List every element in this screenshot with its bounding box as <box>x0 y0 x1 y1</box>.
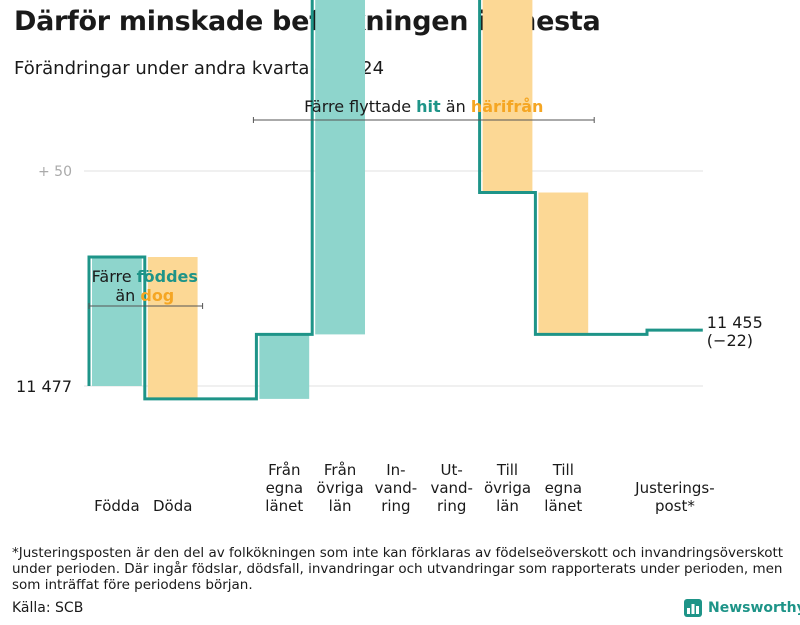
annotation-births-deaths-line1: Färre föddes <box>92 267 198 286</box>
waterfall-bar <box>315 0 365 335</box>
category-label: Till <box>496 461 518 479</box>
waterfall-bar <box>538 192 589 335</box>
category-label: egna <box>545 479 582 497</box>
y-tick-label: + 50 <box>38 164 72 180</box>
annotation-text: Färre <box>92 267 137 286</box>
category-label: länet <box>544 497 582 515</box>
annotation-highlight-died: dog <box>140 286 174 305</box>
category-label: In- <box>386 461 405 479</box>
end-value-label: 11 455 <box>707 313 763 332</box>
category-label: ring <box>381 497 410 515</box>
category-label: Födda <box>94 497 140 515</box>
category-label: län <box>329 497 352 515</box>
annotation-text: än <box>115 286 140 305</box>
waterfall-bar <box>482 0 533 193</box>
category-label: Ut- <box>441 461 463 479</box>
category-label: ring <box>437 497 466 515</box>
category-label: länet <box>265 497 303 515</box>
category-label: län <box>496 497 519 515</box>
annotation-text: än <box>441 97 471 116</box>
category-label: vand- <box>430 479 473 497</box>
annotation-bracket <box>88 303 204 309</box>
annotation-highlight-born: föddes <box>137 267 198 286</box>
annotation-migration: Färre flyttade hit än härifrån <box>304 97 543 116</box>
annotation-births-deaths-line2: än dog <box>115 286 174 305</box>
source-label: Källa: SCB <box>12 600 84 616</box>
annotation-text: Färre flyttade <box>304 97 416 116</box>
footnote: *Justeringsposten är den del av folkökni… <box>12 545 784 593</box>
brand-logo: Newsworthy <box>684 599 800 617</box>
annotation-highlight: hit <box>416 97 441 116</box>
category-label: Justerings- <box>634 479 714 497</box>
category-label: övriga <box>317 479 364 497</box>
category-label: Döda <box>153 497 192 515</box>
category-label: Till <box>552 461 574 479</box>
annotation-bracket <box>252 117 595 123</box>
waterfall-bar <box>259 334 310 399</box>
annotation-highlight: härifrån <box>471 97 544 116</box>
start-value-label: 11 477 <box>16 377 72 396</box>
chart-subtitle: Förändringar under andra kvartalet 2024 <box>14 58 385 79</box>
end-change-label: (−22) <box>707 331 753 350</box>
cumulative-line <box>87 0 703 401</box>
waterfall-bar <box>147 257 198 399</box>
brand-name: Newsworthy <box>708 600 800 616</box>
category-label: Från <box>324 461 356 479</box>
category-label: egna <box>266 479 303 497</box>
bar-chart-icon <box>684 599 702 617</box>
category-label: övriga <box>484 479 531 497</box>
waterfall-bar <box>92 257 142 386</box>
category-label: post* <box>655 497 695 515</box>
category-label: Från <box>268 461 300 479</box>
category-label: vand- <box>375 479 418 497</box>
